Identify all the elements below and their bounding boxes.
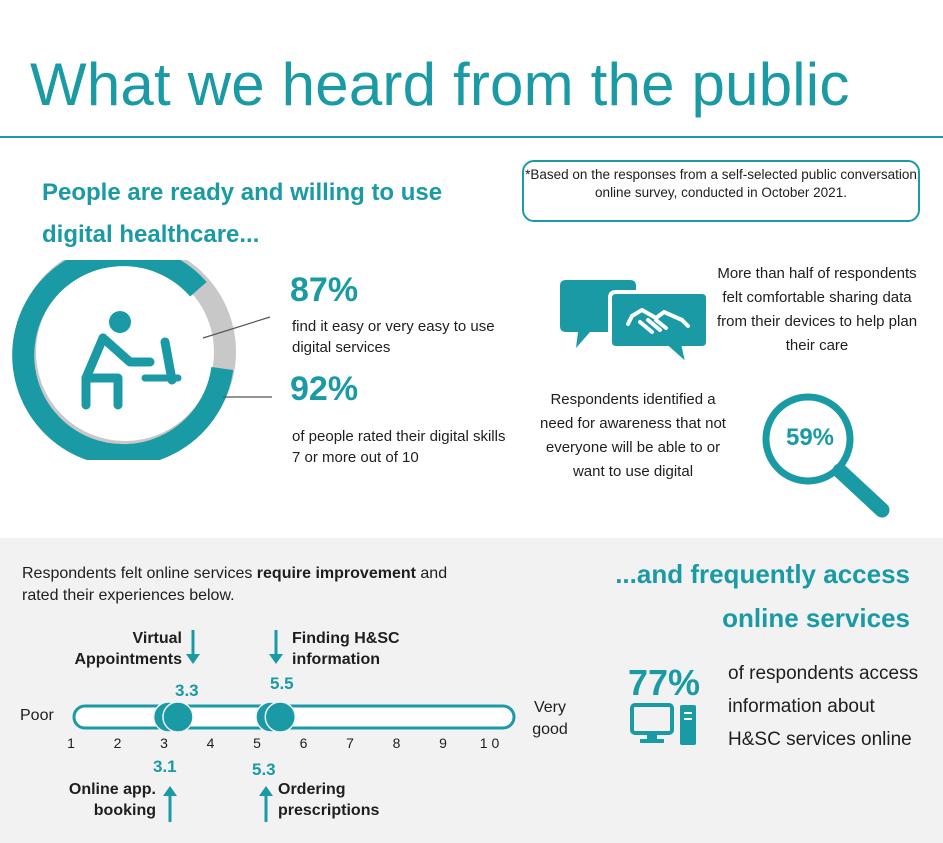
scale-ticks: 1 2 3 4 5 6 7 8 9 1 0 <box>0 735 943 755</box>
stat-access-pct: 77% <box>628 662 701 703</box>
scale-tick: 1 0 <box>479 735 500 751</box>
stat-skills-pct: 92% <box>290 370 359 408</box>
digital-use-ring <box>12 260 272 460</box>
computer-icon <box>630 703 696 745</box>
person-at-computer-icon <box>81 311 182 410</box>
rating-scale <box>72 630 516 822</box>
ring-progress <box>12 260 234 460</box>
improvement-text: Respondents felt online services require… <box>22 563 482 607</box>
awareness-text: Respondents identified a need for awaren… <box>540 391 726 480</box>
arrow-up-icon <box>259 786 273 822</box>
bottom-panel <box>0 538 943 843</box>
stat-share-text: More than half of respondents felt comfo… <box>716 265 918 354</box>
scale-tick: 6 <box>299 735 308 751</box>
arrow-down-icon <box>269 630 283 664</box>
rating-dot <box>264 701 296 733</box>
label-ordering-prescriptions: Ordering prescriptions <box>278 781 380 819</box>
value-finding-info: 5.5 <box>270 674 294 693</box>
section-headline: People are ready and willing to use digi… <box>42 179 443 248</box>
improvement-text-suffix: and rated their experiences below. <box>22 565 448 604</box>
arrow-up-icon <box>163 786 177 822</box>
page-title: What we heard from the public <box>30 51 850 118</box>
stat-skills-text: of people rated their digital skills 7 o… <box>292 428 506 466</box>
value-ordering-prescriptions: 5.3 <box>252 760 276 779</box>
scale-tick: 8 <box>392 735 401 751</box>
stat-access-text: of respondents access information about … <box>728 663 919 750</box>
scale-tick: 9 <box>439 735 447 751</box>
leader-line-87 <box>202 316 271 339</box>
stat-share-pct: 59% <box>785 424 835 451</box>
improvement-text-bold: require improvement <box>256 565 416 582</box>
label-virtual-appointments: Virtual Appointments <box>74 630 182 668</box>
scale-tick: 7 <box>346 735 354 751</box>
label-online-booking: Online app. booking <box>68 781 156 819</box>
title-divider <box>0 136 943 138</box>
scale-tick: 3 <box>160 735 168 751</box>
scale-low-label: Poor <box>20 707 54 724</box>
scale-high-label: Very good <box>532 699 568 738</box>
magnifier-icon <box>762 393 890 518</box>
label-finding-info: Finding H&SC information <box>292 630 400 668</box>
scale-tick: 4 <box>206 735 215 751</box>
survey-footnote: *Based on the responses from a self-sele… <box>522 160 920 222</box>
scale-tick: 1 <box>67 735 75 751</box>
handshake-speech-bubble-icon <box>560 280 710 372</box>
stat-easy-pct: 87% <box>290 271 359 309</box>
arrow-down-icon <box>186 630 200 664</box>
value-virtual-appointments: 3.3 <box>175 681 199 700</box>
improvement-text-prefix: Respondents felt online services <box>22 565 257 582</box>
frequent-access-heading: ...and frequently access online services <box>615 559 910 633</box>
rating-dot <box>162 701 194 733</box>
scale-tick: 5 <box>253 735 261 751</box>
stat-easy-text: find it easy or very easy to use digital… <box>292 318 495 356</box>
scale-tick: 2 <box>113 735 122 751</box>
value-online-booking: 3.1 <box>153 757 177 776</box>
